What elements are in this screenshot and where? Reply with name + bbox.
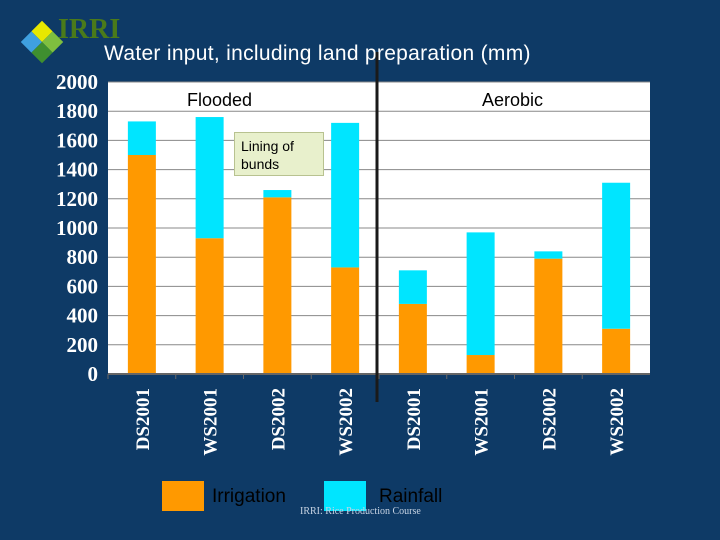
x-tick-label: DS2002 [539,388,560,450]
bar-rainfall [127,121,156,155]
x-tick-label: DS2001 [404,388,425,450]
x-tick-label: DS2001 [133,388,154,450]
bar-rainfall [534,251,563,259]
y-tick-label: 0 [88,362,99,386]
legend-label-rainfall: Rainfall [379,486,443,507]
y-tick-label: 800 [67,245,99,269]
chart-title: Water input, including land preparation … [104,42,531,65]
x-tick-label: WS2001 [201,388,222,456]
logo-text: IRRI [58,14,120,45]
bar-rainfall [398,270,427,304]
y-tick-label: 600 [67,274,99,298]
y-tick-label: 1000 [56,216,98,240]
y-tick-label: 400 [67,304,99,328]
x-tick-label: WS2001 [472,388,493,456]
bar-irrigation [331,267,360,374]
bar-rainfall [602,182,631,329]
x-tick-label: WS2002 [336,388,357,456]
bar-rainfall [195,117,224,239]
bar-rainfall [331,122,360,268]
group-label-aerobic: Aerobic [482,90,543,110]
legend-label-irrigation: Irrigation [212,486,286,507]
bar-rainfall [263,190,292,198]
bar-rainfall [466,232,495,356]
bar-irrigation [195,238,224,374]
bar-irrigation [602,328,631,374]
y-tick-label: 1800 [56,99,98,123]
legend-swatch-rainfall [324,481,366,511]
irri-logo: IRRI [20,14,120,64]
x-tick-label: WS2002 [607,388,628,456]
bar-irrigation [398,303,427,374]
legend-swatch-irrigation [162,481,204,511]
y-tick-label: 1200 [56,187,98,211]
footer-credit: IRRI: Rice Production Course [300,506,421,517]
bar-irrigation [127,155,156,374]
y-tick-label: 200 [67,333,99,357]
x-tick-label: DS2002 [268,388,289,450]
bar-irrigation [534,258,563,374]
group-label-flooded: Flooded [187,90,252,110]
annotation-box: Lining of bunds [234,132,324,176]
y-tick-label: 2000 [56,70,98,94]
bar-irrigation [263,197,292,374]
y-tick-label: 1400 [56,158,98,182]
y-tick-label: 1600 [56,128,98,152]
bar-irrigation [466,355,495,374]
